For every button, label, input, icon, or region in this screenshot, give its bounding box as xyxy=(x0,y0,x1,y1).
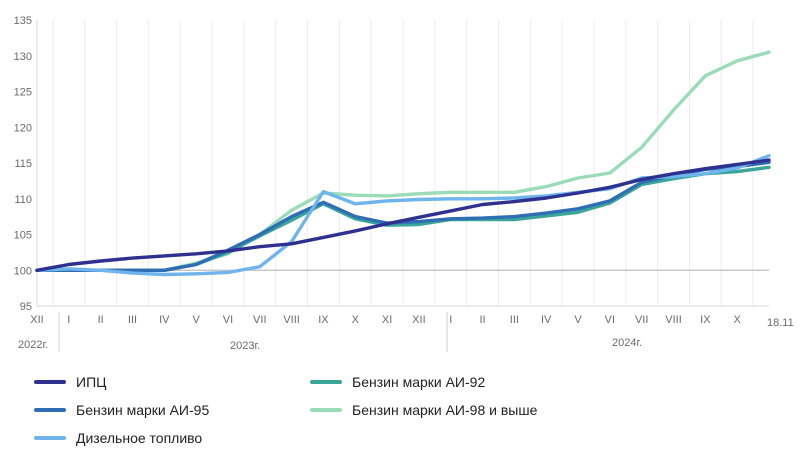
x-tick-label: IV xyxy=(541,314,552,326)
x-tick-label: XII xyxy=(30,314,43,326)
x-tick-label: III xyxy=(510,314,519,326)
x-tick-label: II xyxy=(480,314,486,326)
x-tick-label: 18.11 xyxy=(767,317,794,329)
y-tick-label: 95 xyxy=(20,301,32,313)
y-tick-label: 100 xyxy=(14,265,32,277)
y-tick-label: 130 xyxy=(14,51,32,63)
y-tick-label: 135 xyxy=(14,15,32,27)
legend-swatch xyxy=(34,436,66,440)
x-tick-label: VIII xyxy=(665,314,682,326)
legend-item-cpi: ИПЦ xyxy=(34,374,106,390)
x-tick-label: IX xyxy=(700,314,711,326)
x-tick-label: I xyxy=(67,314,70,326)
year-label-2022: 2022г. xyxy=(18,339,48,351)
series-line-2 xyxy=(35,160,771,272)
y-axis: 95 100 105 110 115 120 125 130 135 xyxy=(14,15,32,313)
x-tick-label: I xyxy=(449,314,452,326)
legend-label: Дизельное топливо xyxy=(76,430,203,446)
x-tick-label: X xyxy=(734,314,742,326)
x-tick-label: VII xyxy=(635,314,648,326)
legend-label: Бензин марки АИ-95 xyxy=(76,402,210,418)
y-tick-label: 120 xyxy=(14,122,32,134)
y-tick-label: 115 xyxy=(14,158,32,170)
series-line-0 xyxy=(35,158,771,272)
series-lines xyxy=(35,50,771,277)
x-tick-label: V xyxy=(574,314,582,326)
x-tick-label: VII xyxy=(253,314,266,326)
x-tick-label: VIII xyxy=(283,314,300,326)
legend-label: Бензин марки АИ-98 и выше xyxy=(352,402,538,418)
x-tick-label: XII xyxy=(412,314,425,326)
y-tick-label: 125 xyxy=(14,87,32,99)
legend-swatch xyxy=(310,380,342,384)
legend-label: ИПЦ xyxy=(76,374,107,390)
x-tick-label: VI xyxy=(223,314,233,326)
x-tick-label: VI xyxy=(605,314,615,326)
x-axis: XII I II III IV V VI VII VIII IX X XI XII I II III IV V VI… xyxy=(30,314,793,329)
x-tick-label: III xyxy=(128,314,137,326)
legend-item-ai92: Бензин марки АИ-92 xyxy=(310,374,485,390)
grid-lines xyxy=(36,20,769,352)
x-tick-label: IV xyxy=(159,314,170,326)
x-tick-label: V xyxy=(192,314,200,326)
x-tick-label: X xyxy=(352,314,360,326)
legend-item-ai95: Бензин марки АИ-95 xyxy=(34,402,209,418)
y-tick-label: 110 xyxy=(14,194,32,206)
legend-swatch xyxy=(310,408,342,412)
legend-label: Бензин марки АИ-92 xyxy=(352,374,486,390)
year-label-2023: 2023г. xyxy=(230,340,260,352)
x-tick-label: II xyxy=(98,314,104,326)
year-labels: 2022г. 2023г. 2024г. xyxy=(18,337,642,352)
legend-item-diesel: Дизельное топливо xyxy=(34,430,202,446)
x-tick-label: XI xyxy=(382,314,392,326)
y-tick-label: 105 xyxy=(14,230,32,242)
legend-swatch xyxy=(34,380,66,384)
year-label-2024: 2024г. xyxy=(612,337,642,349)
legend-swatch xyxy=(34,408,66,412)
legend-item-ai98: Бензин марки АИ-98 и выше xyxy=(310,402,537,418)
x-tick-label: IX xyxy=(318,314,329,326)
